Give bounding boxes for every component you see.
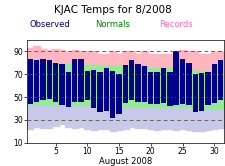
Bar (78, 59, 83, 102)
Bar (185, 63, 191, 105)
Bar (59, 64, 64, 105)
Bar (91, 70, 96, 108)
Text: KJAC Temps for 8/2008: KJAC Temps for 8/2008 (54, 5, 171, 15)
Bar (34, 60, 39, 102)
Bar (166, 72, 172, 106)
X-axis label: August 2008: August 2008 (98, 157, 151, 166)
Bar (128, 60, 134, 100)
Text: Observed: Observed (29, 20, 70, 29)
Bar (135, 64, 140, 102)
Bar (72, 59, 77, 102)
Bar (211, 64, 216, 103)
Bar (116, 74, 121, 114)
Bar (179, 59, 184, 104)
Bar (122, 65, 128, 103)
Bar (204, 72, 210, 105)
Bar (46, 60, 52, 99)
Bar (147, 72, 153, 104)
Bar (40, 59, 45, 100)
Bar (217, 60, 222, 100)
Bar (198, 73, 203, 111)
Text: Records: Records (159, 20, 192, 29)
Bar (27, 59, 33, 104)
Bar (110, 71, 115, 118)
Bar (65, 72, 71, 107)
Bar (192, 74, 197, 112)
Bar (154, 72, 159, 104)
Text: Normals: Normals (95, 20, 130, 29)
Bar (141, 66, 146, 102)
Bar (84, 71, 90, 100)
Bar (160, 68, 165, 103)
Bar (103, 68, 109, 111)
Bar (53, 63, 58, 102)
Bar (173, 51, 178, 105)
Bar (97, 72, 102, 112)
